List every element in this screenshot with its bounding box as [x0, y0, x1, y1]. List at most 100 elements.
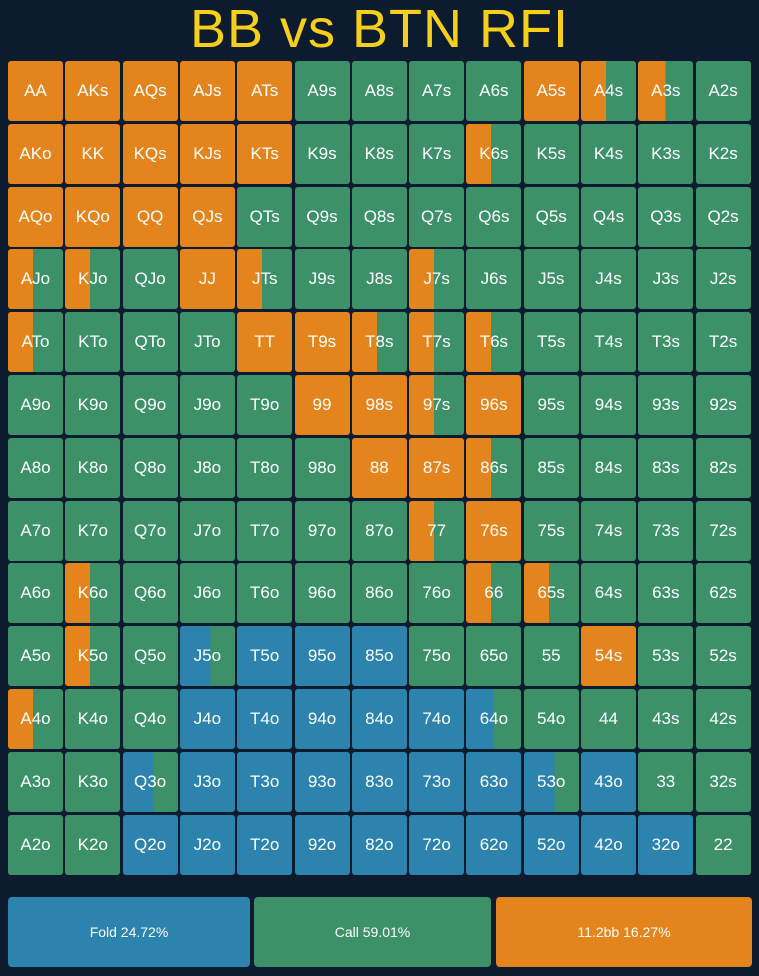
hand-cell-A2o[interactable]: A2o: [8, 815, 63, 875]
hand-cell-K7o[interactable]: K7o: [65, 501, 120, 561]
hand-cell-77[interactable]: 77: [409, 501, 464, 561]
hand-cell-K2s[interactable]: K2s: [696, 124, 751, 184]
hand-cell-87o[interactable]: 87o: [352, 501, 407, 561]
hand-cell-J8o[interactable]: J8o: [180, 438, 235, 498]
hand-cell-AKs[interactable]: AKs: [65, 61, 120, 121]
hand-cell-T3s[interactable]: T3s: [638, 312, 693, 372]
legend-raise[interactable]: 11.2bb 16.27%: [496, 897, 752, 967]
hand-cell-Q3o[interactable]: Q3o: [123, 752, 178, 812]
hand-cell-Q5o[interactable]: Q5o: [123, 626, 178, 686]
hand-cell-AQs[interactable]: AQs: [123, 61, 178, 121]
hand-cell-76o[interactable]: 76o: [409, 563, 464, 623]
hand-cell-Q5s[interactable]: Q5s: [524, 187, 579, 247]
hand-cell-Q9s[interactable]: Q9s: [295, 187, 350, 247]
hand-cell-J8s[interactable]: J8s: [352, 249, 407, 309]
hand-cell-83o[interactable]: 83o: [352, 752, 407, 812]
hand-cell-J4s[interactable]: J4s: [581, 249, 636, 309]
hand-cell-96o[interactable]: 96o: [295, 563, 350, 623]
hand-cell-62o[interactable]: 62o: [466, 815, 521, 875]
hand-cell-T7o[interactable]: T7o: [237, 501, 292, 561]
hand-cell-54s[interactable]: 54s: [581, 626, 636, 686]
hand-cell-22[interactable]: 22: [696, 815, 751, 875]
hand-cell-T9o[interactable]: T9o: [237, 375, 292, 435]
hand-cell-K3s[interactable]: K3s: [638, 124, 693, 184]
hand-cell-A8s[interactable]: A8s: [352, 61, 407, 121]
hand-cell-Q4s[interactable]: Q4s: [581, 187, 636, 247]
hand-cell-52o[interactable]: 52o: [524, 815, 579, 875]
hand-cell-KTo[interactable]: KTo: [65, 312, 120, 372]
hand-cell-82s[interactable]: 82s: [696, 438, 751, 498]
hand-cell-92s[interactable]: 92s: [696, 375, 751, 435]
hand-cell-QQ[interactable]: QQ: [123, 187, 178, 247]
hand-cell-88[interactable]: 88: [352, 438, 407, 498]
hand-cell-A9o[interactable]: A9o: [8, 375, 63, 435]
hand-cell-95o[interactable]: 95o: [295, 626, 350, 686]
legend-fold[interactable]: Fold 24.72%: [8, 897, 250, 967]
hand-cell-74o[interactable]: 74o: [409, 689, 464, 749]
hand-cell-A7o[interactable]: A7o: [8, 501, 63, 561]
hand-cell-K4s[interactable]: K4s: [581, 124, 636, 184]
hand-cell-K8s[interactable]: K8s: [352, 124, 407, 184]
hand-cell-J3s[interactable]: J3s: [638, 249, 693, 309]
hand-cell-98o[interactable]: 98o: [295, 438, 350, 498]
hand-cell-JTs[interactable]: JTs: [237, 249, 292, 309]
hand-cell-97o[interactable]: 97o: [295, 501, 350, 561]
hand-cell-Q6o[interactable]: Q6o: [123, 563, 178, 623]
hand-cell-A6o[interactable]: A6o: [8, 563, 63, 623]
hand-cell-76s[interactable]: 76s: [466, 501, 521, 561]
hand-cell-J2s[interactable]: J2s: [696, 249, 751, 309]
hand-cell-32o[interactable]: 32o: [638, 815, 693, 875]
hand-cell-32s[interactable]: 32s: [696, 752, 751, 812]
hand-cell-KK[interactable]: KK: [65, 124, 120, 184]
hand-cell-K8o[interactable]: K8o: [65, 438, 120, 498]
hand-cell-86s[interactable]: 86s: [466, 438, 521, 498]
hand-cell-A4o[interactable]: A4o: [8, 689, 63, 749]
hand-cell-64s[interactable]: 64s: [581, 563, 636, 623]
hand-cell-JTo[interactable]: JTo: [180, 312, 235, 372]
hand-cell-94o[interactable]: 94o: [295, 689, 350, 749]
hand-cell-J5o[interactable]: J5o: [180, 626, 235, 686]
hand-cell-64o[interactable]: 64o: [466, 689, 521, 749]
hand-cell-72o[interactable]: 72o: [409, 815, 464, 875]
hand-cell-42s[interactable]: 42s: [696, 689, 751, 749]
hand-cell-T2o[interactable]: T2o: [237, 815, 292, 875]
hand-cell-T6s[interactable]: T6s: [466, 312, 521, 372]
hand-cell-94s[interactable]: 94s: [581, 375, 636, 435]
hand-cell-AKo[interactable]: AKo: [8, 124, 63, 184]
hand-cell-44[interactable]: 44: [581, 689, 636, 749]
hand-cell-Q2o[interactable]: Q2o: [123, 815, 178, 875]
hand-cell-54o[interactable]: 54o: [524, 689, 579, 749]
hand-cell-K6s[interactable]: K6s: [466, 124, 521, 184]
hand-cell-J2o[interactable]: J2o: [180, 815, 235, 875]
hand-cell-73s[interactable]: 73s: [638, 501, 693, 561]
hand-cell-Q9o[interactable]: Q9o: [123, 375, 178, 435]
hand-cell-K4o[interactable]: K4o: [65, 689, 120, 749]
hand-cell-J5s[interactable]: J5s: [524, 249, 579, 309]
hand-cell-TT[interactable]: TT: [237, 312, 292, 372]
hand-cell-Q3s[interactable]: Q3s: [638, 187, 693, 247]
hand-cell-A4s[interactable]: A4s: [581, 61, 636, 121]
hand-cell-84s[interactable]: 84s: [581, 438, 636, 498]
hand-cell-84o[interactable]: 84o: [352, 689, 407, 749]
hand-cell-J7o[interactable]: J7o: [180, 501, 235, 561]
hand-cell-A5s[interactable]: A5s: [524, 61, 579, 121]
hand-cell-Q7s[interactable]: Q7s: [409, 187, 464, 247]
hand-cell-33[interactable]: 33: [638, 752, 693, 812]
hand-cell-A5o[interactable]: A5o: [8, 626, 63, 686]
hand-cell-KJo[interactable]: KJo: [65, 249, 120, 309]
hand-cell-99[interactable]: 99: [295, 375, 350, 435]
hand-cell-85s[interactable]: 85s: [524, 438, 579, 498]
hand-cell-75s[interactable]: 75s: [524, 501, 579, 561]
hand-cell-Q8s[interactable]: Q8s: [352, 187, 407, 247]
hand-cell-J7s[interactable]: J7s: [409, 249, 464, 309]
hand-cell-63s[interactable]: 63s: [638, 563, 693, 623]
hand-cell-63o[interactable]: 63o: [466, 752, 521, 812]
hand-cell-J9o[interactable]: J9o: [180, 375, 235, 435]
hand-cell-82o[interactable]: 82o: [352, 815, 407, 875]
hand-cell-87s[interactable]: 87s: [409, 438, 464, 498]
hand-cell-Q8o[interactable]: Q8o: [123, 438, 178, 498]
hand-cell-97s[interactable]: 97s: [409, 375, 464, 435]
hand-cell-42o[interactable]: 42o: [581, 815, 636, 875]
hand-cell-Q4o[interactable]: Q4o: [123, 689, 178, 749]
hand-cell-66[interactable]: 66: [466, 563, 521, 623]
